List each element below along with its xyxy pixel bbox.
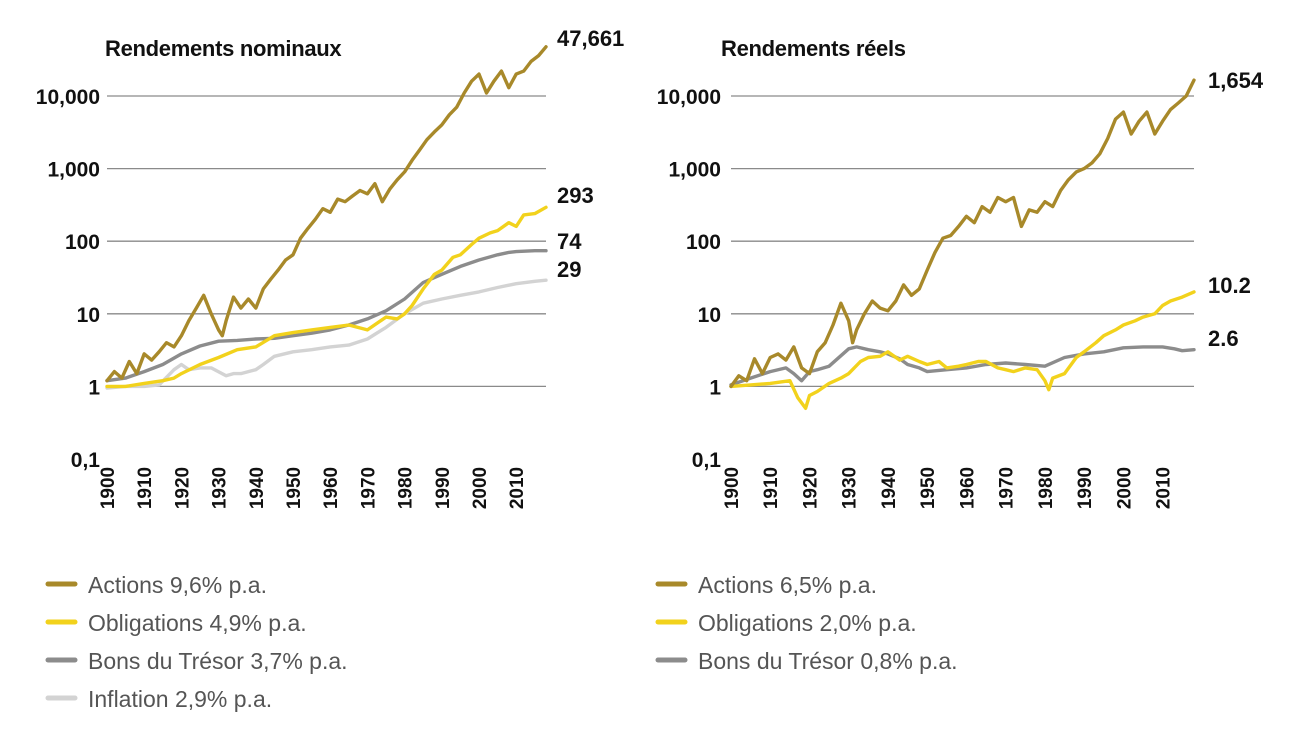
x-tick-label: 1900	[722, 467, 743, 509]
x-tick-label: 2000	[470, 467, 491, 509]
series-line	[729, 345, 1196, 387]
x-tick-label: 1950	[284, 467, 305, 509]
x-tick-label: 1920	[800, 467, 821, 509]
series-end-label: 10.2	[1208, 273, 1251, 298]
x-tick-label: 2000	[1114, 467, 1135, 509]
x-tick-label: 1970	[358, 467, 379, 509]
x-tick-label: 1950	[918, 467, 939, 509]
x-tick-label: 1910	[135, 467, 156, 509]
y-tick-label: 10,000	[36, 86, 100, 109]
y-tick-label: 10	[77, 304, 100, 327]
legend-label: Inflation 2,9% p.a.	[88, 686, 272, 712]
x-tick-label: 1930	[840, 467, 861, 509]
x-tick-label: 1940	[879, 467, 900, 509]
x-tick-label: 1990	[433, 467, 454, 509]
chart-nominal-svg: Rendements nominaux10,0001,0001001010,11…	[36, 26, 625, 712]
y-tick-label: 1,000	[47, 159, 100, 182]
y-tick-label: 100	[65, 231, 100, 254]
x-tick-label: 1980	[1036, 467, 1057, 509]
y-tick-label: 0,1	[71, 449, 101, 472]
legend-label: Obligations 4,9% p.a.	[88, 610, 307, 636]
y-tick-label: 1	[709, 376, 721, 399]
series-end-label: 74	[557, 229, 582, 254]
x-tick-label: 1930	[210, 467, 231, 509]
x-tick-label: 1960	[321, 467, 342, 509]
x-tick-label: 2010	[1154, 467, 1175, 509]
x-tick-label: 1900	[98, 467, 119, 509]
series-end-label: 1,654	[1208, 68, 1264, 93]
chart-real-svg: Rendements réels 10,000 1,000 100 10 1 0,11900…	[655, 36, 1264, 674]
x-tick-label: 1910	[761, 467, 782, 509]
x-tick-label: 1990	[1075, 467, 1096, 509]
y-tick-label: 1	[88, 376, 100, 399]
legend-label: Actions 6,5% p.a.	[698, 572, 877, 598]
series-end-label: 29	[557, 257, 581, 282]
chart-title: Rendements nominaux	[105, 36, 342, 61]
legend-label: Bons du Trésor 3,7% p.a.	[88, 648, 348, 674]
y-tick-label: 10	[698, 304, 721, 327]
chart-nominal-returns: Rendements nominaux 10,000 1,000 100 10 1 0,1 1…	[0, 0, 645, 742]
chart-real-returns: Rendements réels 10,000 1,000 100 10 1 0,1 1900…	[645, 0, 1291, 742]
x-tick-label: 1960	[957, 467, 978, 509]
x-tick-label: 1970	[997, 467, 1018, 509]
x-tick-label: 1940	[247, 467, 268, 509]
chart-title: Rendements réels	[721, 36, 906, 61]
series-line	[729, 78, 1196, 389]
y-tick-label: 10,000	[657, 86, 721, 109]
x-tick-label: 1920	[172, 467, 193, 509]
series-line	[729, 290, 1196, 410]
y-tick-label: 1,000	[668, 159, 721, 182]
series-line	[105, 205, 548, 389]
y-tick-label: 100	[686, 231, 721, 254]
series-line	[105, 45, 548, 383]
series-line	[105, 278, 548, 390]
legend-label: Actions 9,6% p.a.	[88, 572, 267, 598]
series-end-label: 2.6	[1208, 326, 1239, 351]
series-line	[105, 248, 548, 383]
x-tick-label: 1980	[396, 467, 417, 509]
series-end-label: 293	[557, 183, 594, 208]
x-tick-label: 2010	[507, 467, 528, 509]
legend-label: Obligations 2,0% p.a.	[698, 610, 917, 636]
series-end-label: 47,661	[557, 26, 624, 51]
legend-label: Bons du Trésor 0,8% p.a.	[698, 648, 958, 674]
y-tick-label: 0,1	[692, 449, 722, 472]
